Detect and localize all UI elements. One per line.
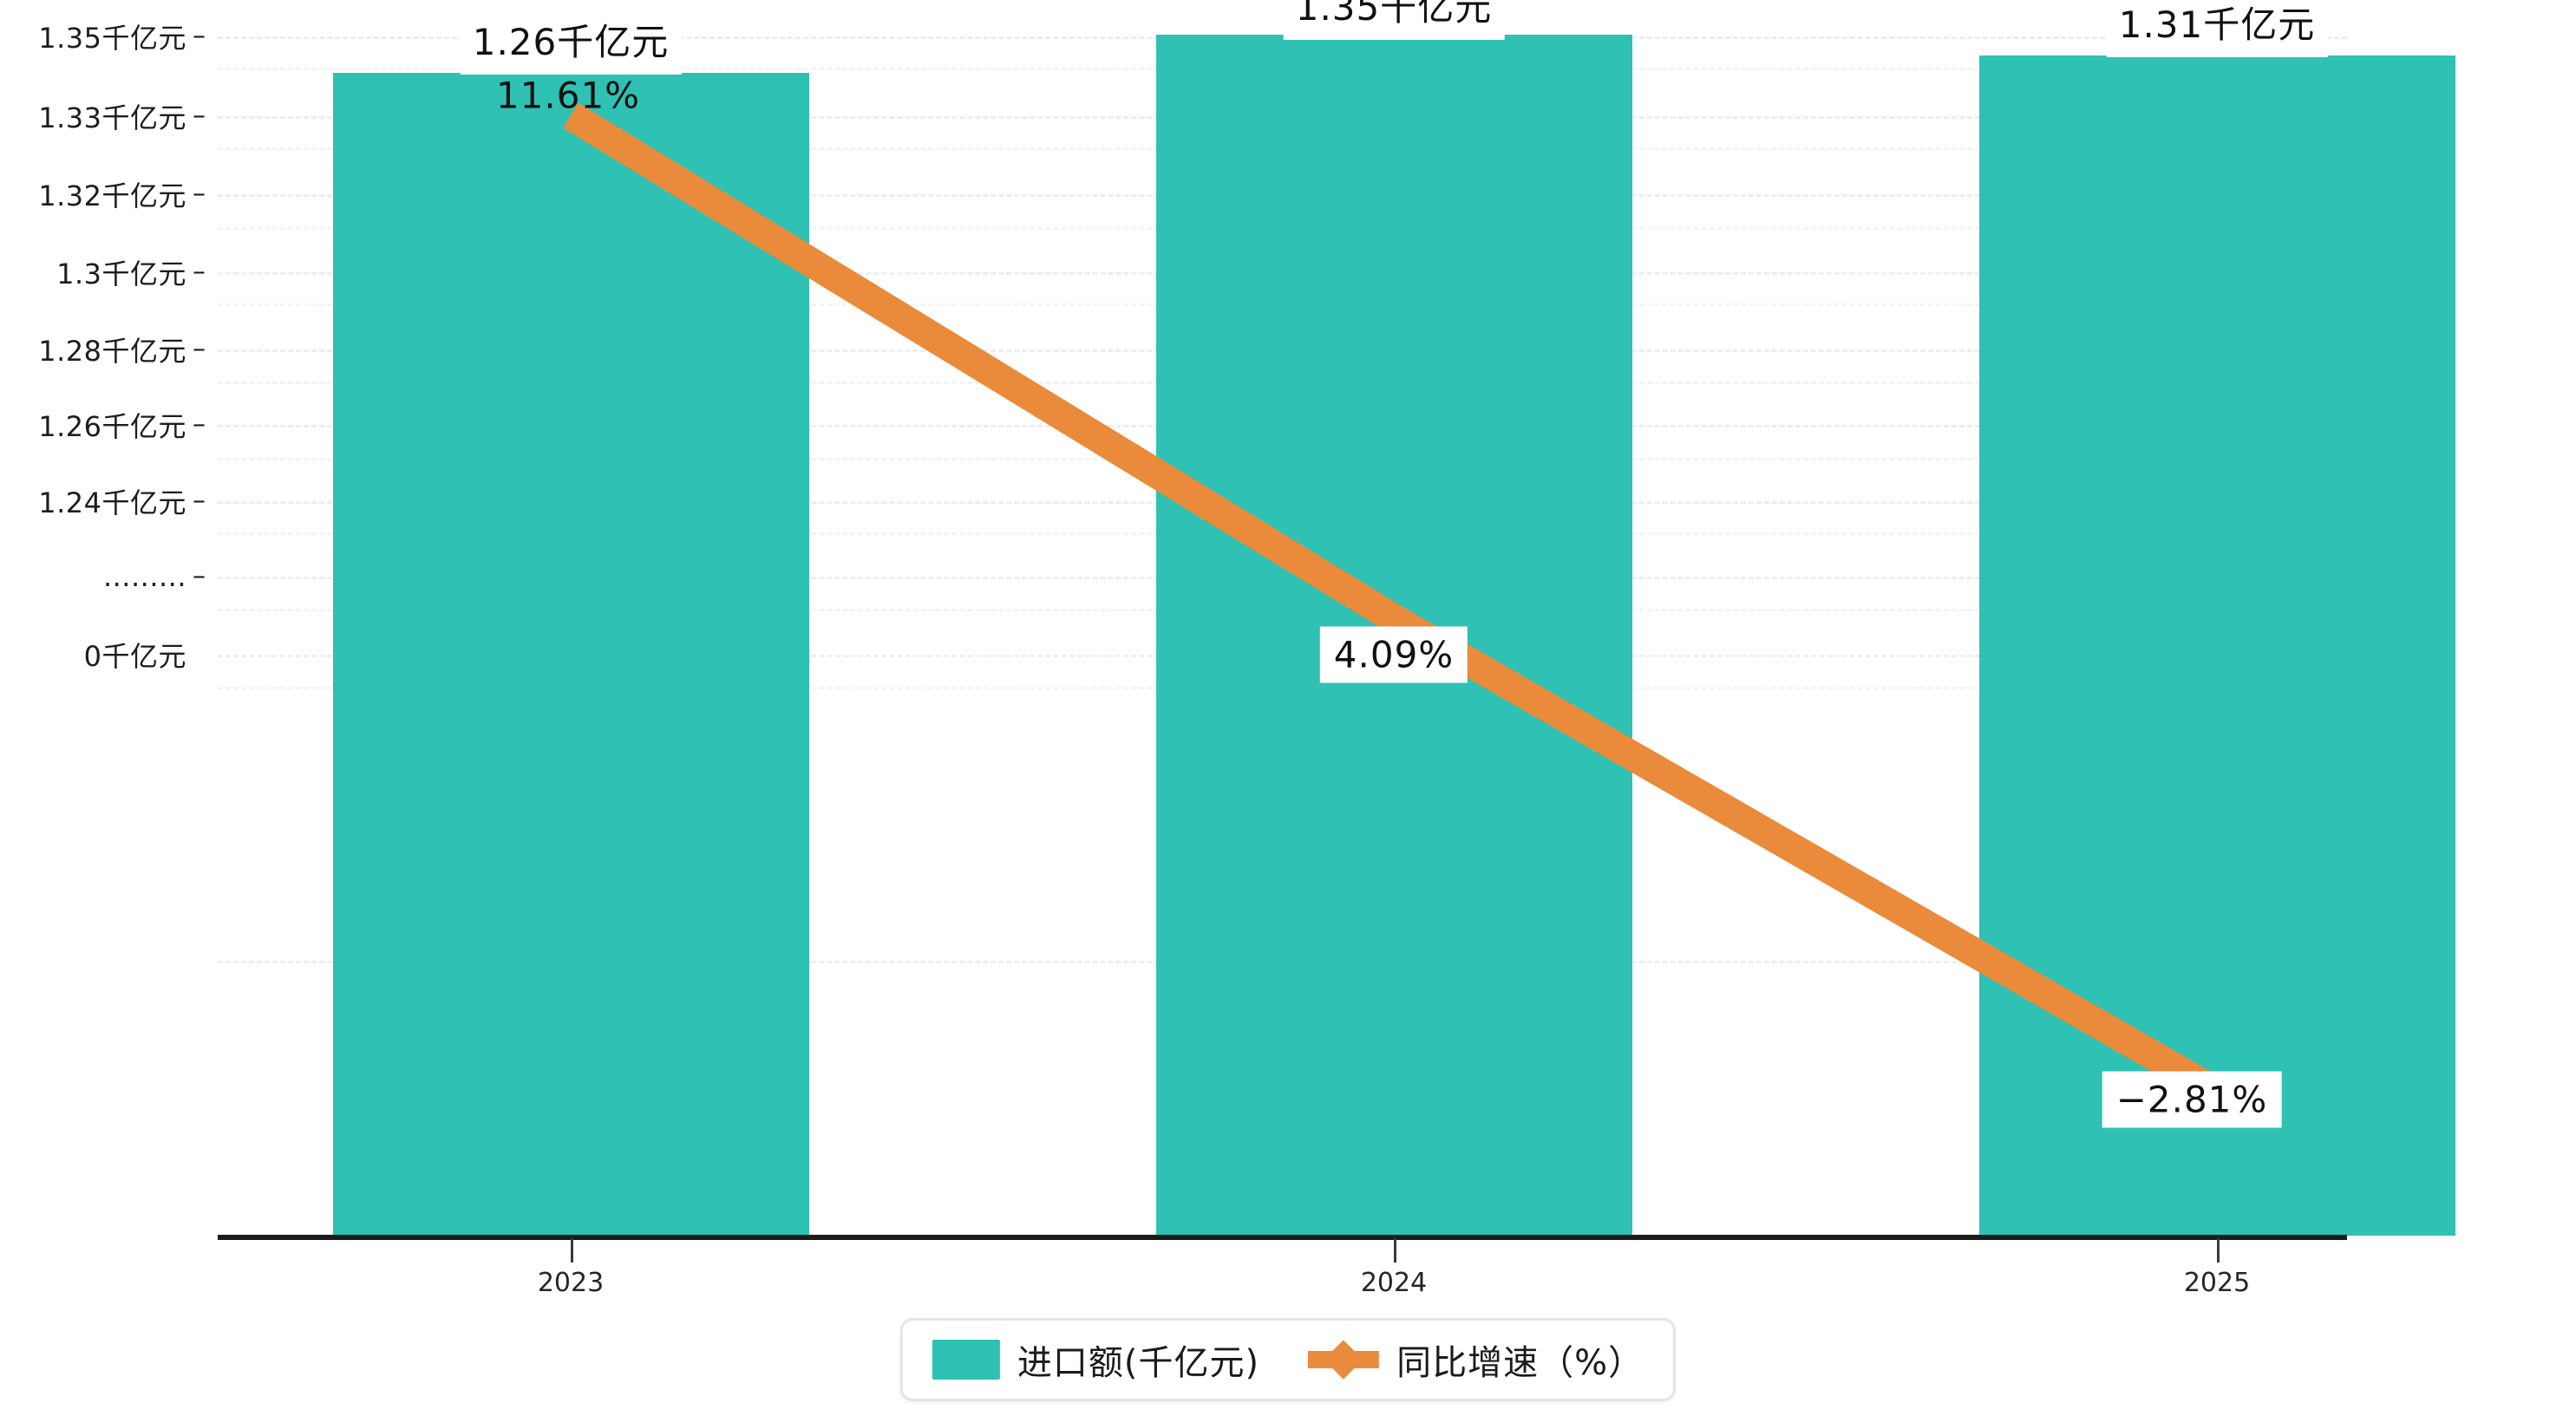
left-tick-mark: –	[193, 409, 206, 440]
line-diamond-swatch-icon	[1308, 1340, 1380, 1380]
left-tick-mark: –	[193, 257, 206, 287]
left-axis-label-0: 1.35千亿元	[38, 22, 186, 55]
legend-label-import-value: 进口额(千亿元)	[1017, 1343, 1260, 1383]
x-tick-2025	[2217, 1238, 2220, 1263]
left-axis-label-3: 1.3千亿元	[56, 258, 186, 290]
left-axis: 1.35千亿元 1.33千亿元 1.32千亿元 1.3千亿元 1.28千亿元 1…	[0, 0, 186, 1416]
chart-legend: 进口额(千亿元) 同比增速（%）	[899, 1318, 1677, 1401]
bar-swatch-icon	[932, 1340, 1000, 1380]
left-axis-label-4: 1.28千亿元	[38, 335, 186, 368]
bar-value-label-2023: 1.26千亿元	[460, 8, 682, 75]
left-axis-label-6: 1.24千亿元	[38, 486, 186, 519]
growth-label-2024: 4.09%	[1319, 626, 1468, 683]
legend-item-import-value[interactable]: 进口额(千亿元)	[932, 1334, 1259, 1385]
x-axis-line	[218, 1235, 2347, 1240]
bar-value-label-2025: 1.31千亿元	[2106, 0, 2328, 57]
plot-area	[218, 17, 2455, 1236]
left-axis-label-7: .........	[102, 560, 186, 593]
left-tick-mark: –	[193, 101, 206, 131]
left-axis-label-8: 0千亿元	[83, 640, 186, 673]
x-tick-2023	[571, 1238, 573, 1263]
x-axis-label-2025: 2025	[2183, 1268, 2251, 1298]
x-axis-label-2023: 2023	[537, 1268, 605, 1298]
left-axis-label-5: 1.26千亿元	[38, 410, 186, 443]
left-tick-mark: –	[193, 179, 206, 209]
legend-item-growth-rate[interactable]: 同比增速（%）	[1308, 1334, 1644, 1385]
legend-label-growth-rate: 同比增速（%）	[1396, 1343, 1644, 1383]
left-tick-mark: –	[193, 21, 206, 51]
left-axis-label-1: 1.33千亿元	[38, 101, 186, 134]
left-tick-mark: –	[193, 486, 206, 516]
growth-label-2025: −2.81%	[2102, 1071, 2282, 1128]
left-tick-mark: –	[193, 334, 206, 364]
left-axis-label-2: 1.32千亿元	[38, 179, 186, 212]
growth-label-2023: 11.61%	[495, 74, 641, 117]
left-tick-mark: –	[193, 561, 206, 591]
bar-value-label-2024: 1.35千亿元	[1283, 0, 1505, 40]
x-axis-label-2024: 2024	[1360, 1268, 1428, 1298]
bar-2025[interactable]	[1979, 55, 2455, 1236]
x-tick-2024	[1394, 1238, 1396, 1263]
bar-2023[interactable]	[333, 73, 809, 1236]
